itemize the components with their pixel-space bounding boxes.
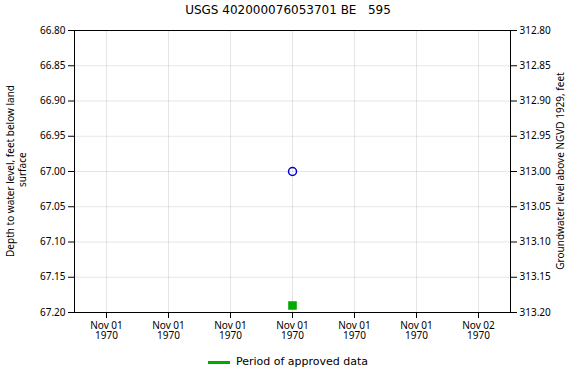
svg-text:Depth to water level, feet bel: Depth to water level, feet below land su…: [3, 85, 29, 257]
svg-text:67.05: 67.05: [40, 199, 66, 213]
svg-text:67.20: 67.20: [40, 305, 66, 319]
svg-text:Nov 011970: Nov 011970: [90, 318, 123, 342]
svg-text:67.15: 67.15: [40, 269, 66, 283]
svg-text:66.90: 66.90: [40, 93, 66, 107]
svg-text:Nov 011970: Nov 011970: [338, 318, 371, 342]
svg-text:312.90: 312.90: [520, 93, 552, 107]
svg-text:313.05: 313.05: [520, 199, 552, 213]
svg-text:Groundwater level above NGVD 1: Groundwater level above NGVD 1929, feet: [553, 72, 567, 270]
svg-text:Nov 011970: Nov 011970: [214, 318, 247, 342]
svg-text:Nov 011970: Nov 011970: [152, 318, 185, 342]
svg-text:312.85: 312.85: [520, 58, 552, 72]
svg-text:66.85: 66.85: [40, 58, 66, 72]
svg-text:66.80: 66.80: [40, 23, 66, 37]
svg-text:Nov 011970: Nov 011970: [276, 318, 309, 342]
html-text:USGS 402000076053701 BE 595: USGS 402000076053701 BE 595: [185, 3, 391, 17]
svg-text:Nov 021970: Nov 021970: [462, 318, 495, 342]
svg-text:313.20: 313.20: [520, 305, 552, 319]
svg-text:312.80: 312.80: [520, 23, 552, 37]
svg-text:313.15: 313.15: [520, 269, 552, 283]
html-text:Period of approved data: Period of approved data: [235, 355, 369, 368]
svg-text:67.10: 67.10: [40, 234, 66, 248]
svg-text:313.10: 313.10: [520, 234, 552, 248]
svg-text:66.95: 66.95: [40, 128, 66, 142]
svg-text:313.00: 313.00: [520, 164, 552, 178]
svg-text:67.00: 67.00: [40, 164, 66, 178]
svg-text:Nov 011970: Nov 011970: [400, 318, 433, 342]
svg-text:312.95: 312.95: [520, 128, 552, 142]
